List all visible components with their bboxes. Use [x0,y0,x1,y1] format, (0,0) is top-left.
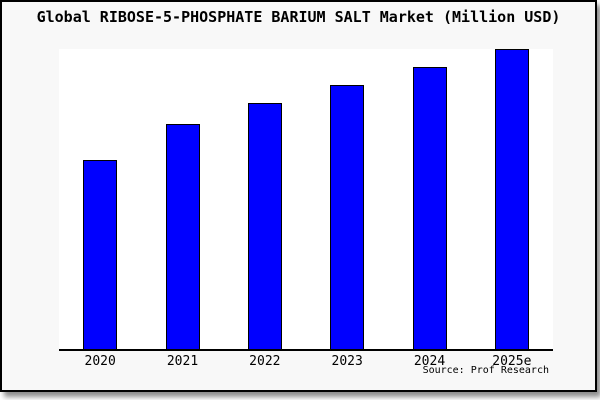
bar-2023 [330,85,365,349]
bar-2024 [412,67,447,349]
x-tick-2023: 2023 [331,354,363,369]
x-tick-2020: 2020 [84,354,116,369]
bar-2025e [494,49,529,349]
x-tick-2024: 2024 [413,354,446,369]
bar-2022 [247,103,282,349]
x-tick-2021: 2021 [166,354,199,369]
x-axis-labels: 2020 2021 2022 2023 2024 2025e [59,354,553,370]
bar-2020 [83,160,118,349]
chart-title: Global RIBOSE-5-PHOSPHATE BARIUM SALT Ma… [36,8,561,26]
source-note: Source: Prof Research [422,365,549,376]
plot-area [59,49,553,351]
x-tick-2022: 2022 [249,354,281,369]
bar-2021 [165,124,200,349]
chart-card: Global RIBOSE-5-PHOSPHATE BARIUM SALT Ma… [0,0,597,392]
x-tick-2025e: 2025e [492,354,532,369]
